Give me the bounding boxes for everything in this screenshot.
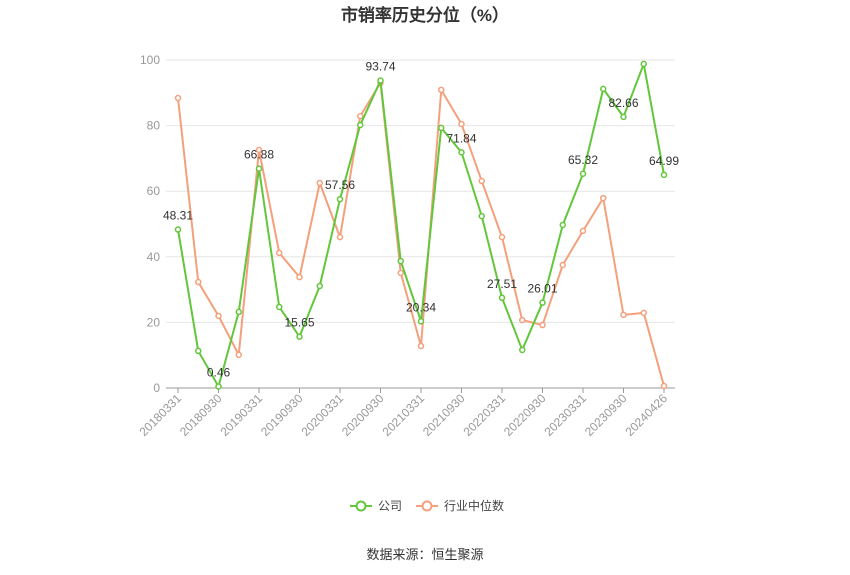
y-tick-label: 80 — [147, 119, 161, 133]
data-point — [336, 233, 344, 241]
data-point — [235, 308, 242, 316]
data-point — [417, 342, 425, 350]
data-point — [579, 170, 587, 178]
data-point — [296, 273, 303, 281]
data-point — [458, 149, 465, 156]
data-label: 15.65 — [284, 316, 314, 330]
data-point — [660, 382, 668, 390]
data-point — [357, 112, 364, 120]
data-label: 93.74 — [365, 60, 395, 74]
y-tick-label: 60 — [147, 184, 161, 198]
data-point — [397, 257, 404, 265]
data-label: 20.34 — [406, 300, 436, 314]
data-point — [255, 146, 263, 154]
data-point — [640, 60, 647, 68]
legend-marker — [421, 500, 433, 512]
data-point — [377, 77, 384, 84]
y-tick-label: 100 — [140, 53, 160, 67]
y-tick-label: 20 — [147, 315, 161, 329]
data-point — [498, 294, 506, 302]
data-point — [600, 194, 607, 202]
data-point — [215, 383, 222, 390]
data-point — [519, 316, 526, 324]
legend-marker — [355, 500, 367, 512]
data-point — [438, 124, 445, 132]
data-point — [519, 346, 526, 354]
data-point — [539, 299, 546, 306]
data-label: 57.56 — [325, 178, 355, 192]
data-point — [195, 278, 202, 286]
data-label: 64.99 — [649, 154, 679, 168]
data-label: 0.46 — [207, 365, 231, 379]
data-point — [417, 318, 425, 325]
data-point — [458, 120, 465, 128]
data-point — [559, 221, 566, 229]
data-label: 27.51 — [487, 277, 517, 291]
data-point — [276, 249, 283, 257]
data-label: 66.88 — [244, 148, 274, 162]
data-point — [620, 113, 627, 121]
data-point — [539, 321, 546, 329]
data-point — [498, 233, 506, 241]
data-label: 48.31 — [163, 209, 193, 223]
data-point — [579, 227, 587, 235]
data-point — [215, 312, 222, 320]
legend-label: 行业中位数 — [444, 498, 504, 513]
data-label: 71.84 — [446, 131, 476, 145]
legend-item-industry-median[interactable]: 行业中位数 — [416, 498, 504, 513]
data-point — [235, 351, 242, 359]
series-layer — [174, 60, 668, 390]
data-label: 82.66 — [608, 96, 638, 110]
data-point — [640, 309, 647, 317]
data-point — [559, 261, 566, 269]
data-point — [438, 86, 445, 94]
legend: 公司 行业中位数 — [350, 498, 504, 513]
data-point — [174, 226, 182, 233]
source-note: 数据来源：恒生聚源 — [366, 547, 483, 562]
data-point — [357, 121, 364, 129]
y-axis: 0 20 40 60 80 100 — [140, 53, 160, 395]
data-point — [478, 177, 485, 185]
data-labels: 48.31 0.46 66.88 15.65 57.56 93.74 20.34 71.84 2… — [163, 60, 679, 380]
data-point — [296, 333, 303, 340]
data-point — [316, 179, 323, 187]
chart-title: 市销率历史分位（%） — [341, 5, 509, 25]
data-label: 65.32 — [568, 153, 598, 167]
data-point — [255, 165, 263, 172]
data-point — [397, 269, 404, 277]
data-point — [620, 311, 627, 319]
legend-item-company[interactable]: 公司 — [350, 499, 402, 513]
data-point — [276, 303, 283, 311]
legend-label: 公司 — [378, 499, 402, 513]
y-tick-label: 0 — [153, 381, 160, 395]
data-label: 26.01 — [527, 282, 557, 296]
data-point — [195, 347, 202, 355]
data-point — [336, 195, 344, 203]
data-point — [660, 171, 668, 179]
data-point — [174, 94, 182, 102]
data-point — [478, 212, 485, 220]
data-point — [600, 85, 607, 93]
data-point — [316, 282, 323, 290]
y-tick-label: 40 — [147, 250, 161, 264]
